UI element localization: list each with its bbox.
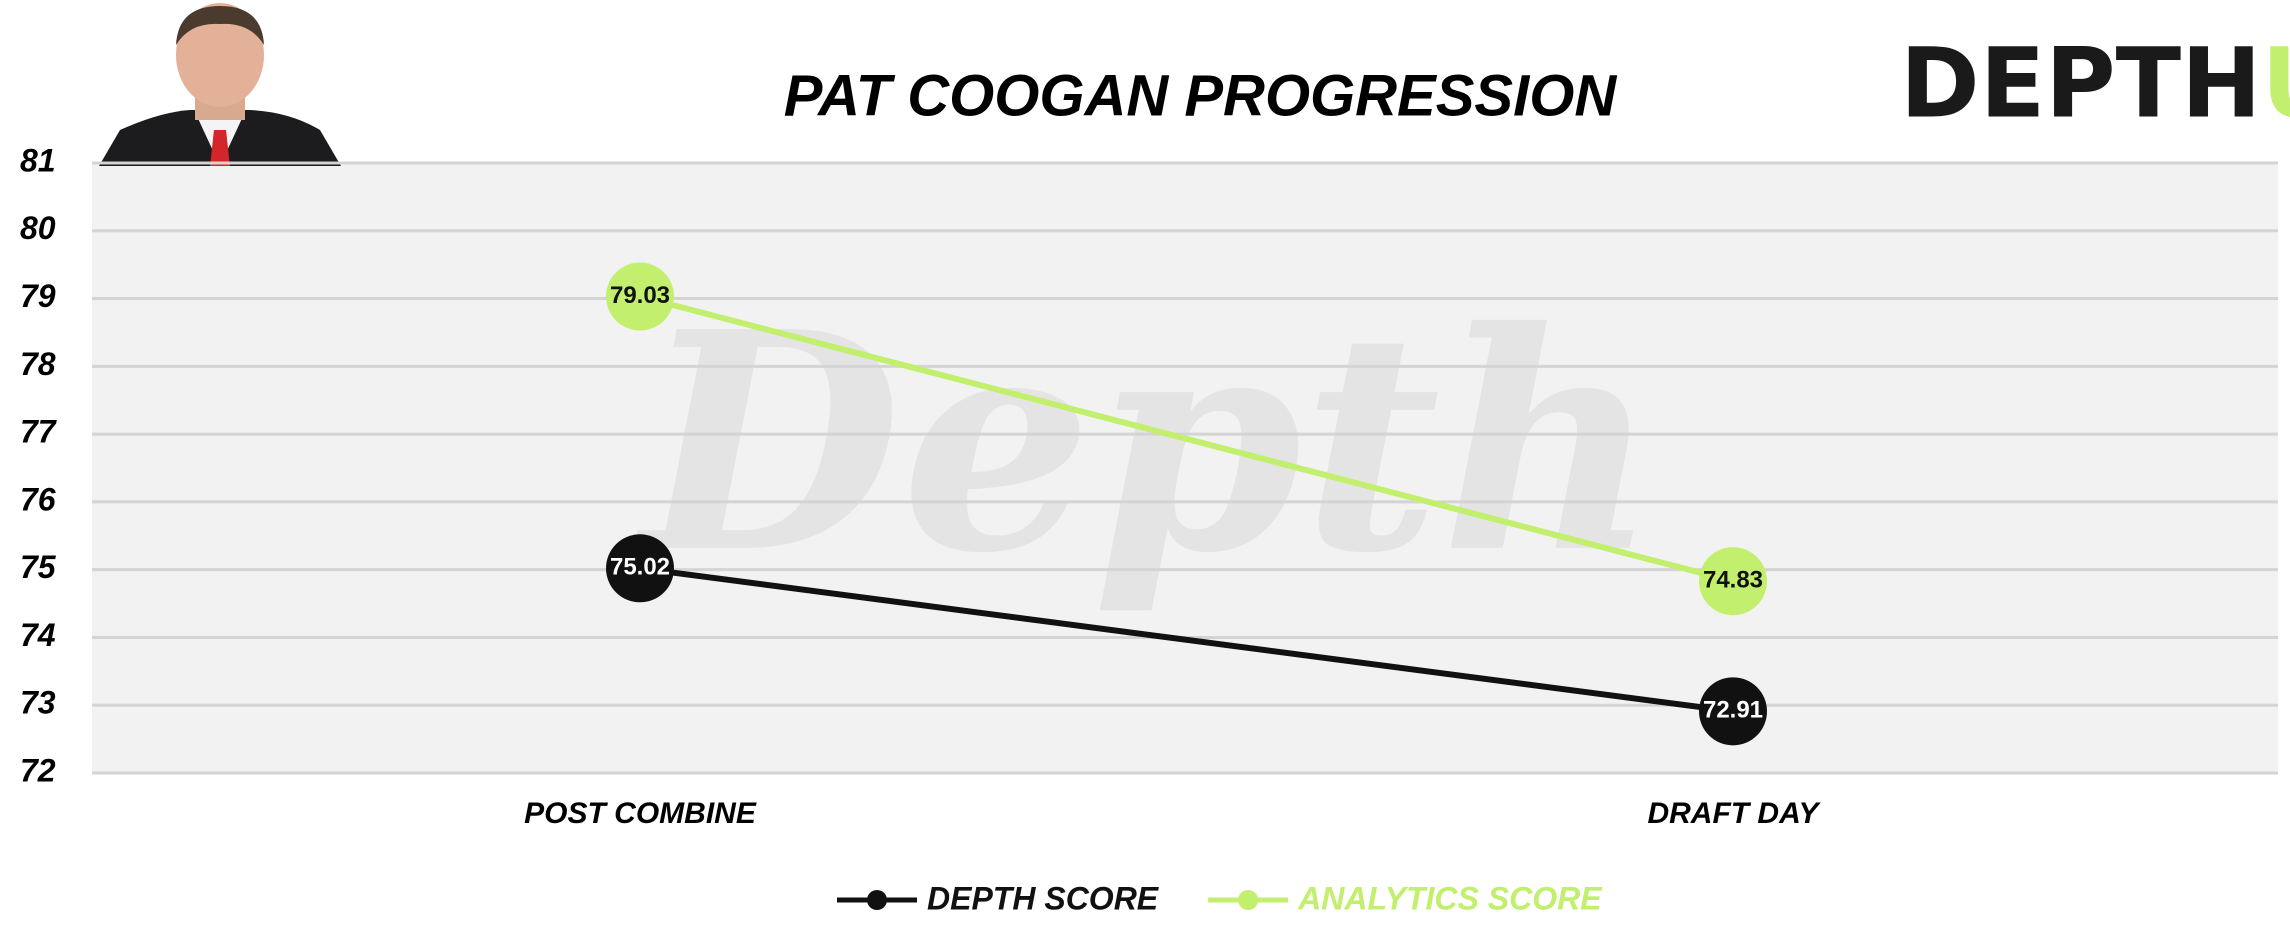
chart-title: PAT COOGAN PROGRESSION xyxy=(784,63,1618,128)
y-tick-label: 80 xyxy=(20,210,56,246)
player-photo xyxy=(99,3,341,166)
point xyxy=(606,262,674,331)
y-tick-label: 74 xyxy=(20,617,56,653)
point xyxy=(606,534,674,603)
data-label: 74.83 xyxy=(1703,567,1763,594)
x-tick-label: DRAFT DAY xyxy=(1647,797,1821,830)
y-tick-label: 81 xyxy=(20,142,56,178)
series-line xyxy=(639,565,1734,715)
x-tick-label: POST COMBINE xyxy=(524,797,757,830)
logo-accent: U xyxy=(2261,27,2290,139)
y-tick-label: 77 xyxy=(20,414,58,450)
legend-label: DEPTH SCORE xyxy=(927,880,1160,916)
y-tick-label: 75 xyxy=(20,549,57,585)
point xyxy=(1699,547,1767,616)
legend-label: ANALYTICS SCORE xyxy=(1297,880,1603,916)
series-line xyxy=(639,293,1734,585)
y-tick-label: 73 xyxy=(20,685,56,721)
logo: DEPTH U xyxy=(1900,27,2290,139)
logo-text: DEPTH xyxy=(1900,27,2261,139)
data-label: 75.02 xyxy=(610,554,670,581)
y-tick-label: 78 xyxy=(20,346,56,382)
y-tick-label: 76 xyxy=(20,481,56,517)
point xyxy=(1699,677,1767,746)
plot-background xyxy=(92,163,2278,773)
y-tick-label: 72 xyxy=(20,752,56,788)
y-tick-label: 79 xyxy=(20,278,56,314)
data-label: 72.91 xyxy=(1703,697,1763,724)
watermark: Depth xyxy=(632,266,1659,619)
data-label: 79.03 xyxy=(610,282,670,309)
legend-dot xyxy=(867,890,887,910)
legend-dot xyxy=(1238,890,1259,910)
